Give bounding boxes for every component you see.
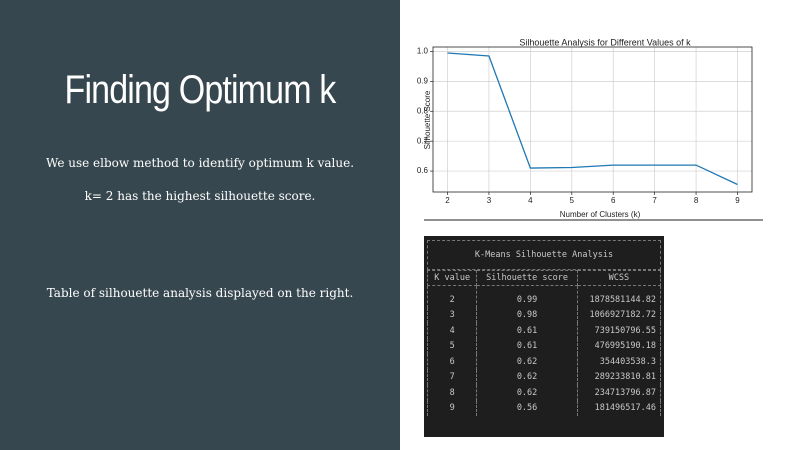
table-title: K-Means Silhouette Analysis — [427, 240, 661, 270]
x-axis-label: Number of Clusters (k) — [560, 210, 641, 219]
plot-frame — [432, 46, 753, 193]
table: K-Means Silhouette Analysis K value Silh… — [424, 236, 664, 437]
table-row: 5 0.61 476995190.18 — [426, 338, 662, 354]
x-tick-label: 8 — [694, 196, 699, 205]
y-tick-label: 0.8 — [417, 106, 429, 115]
table-cell: 7 — [426, 369, 478, 385]
table-cell: 2 — [426, 285, 478, 308]
text-line: Table of silhouette analysis displayed o… — [46, 286, 354, 300]
y-tick-label: 0.7 — [417, 136, 429, 145]
table-cell: 0.56 — [476, 400, 578, 416]
table-row: 3 0.98 1066927182.72 — [426, 307, 662, 323]
column-header: K value — [426, 270, 478, 286]
text-line: k= 2 has the highest silhouette score. — [84, 189, 316, 203]
x-tick-label: 9 — [735, 196, 740, 205]
table-row: 7 0.62 289233810.81 — [426, 369, 662, 385]
table-grid: K value Silhouette score WCSS 2 0.99 18785… — [426, 270, 662, 416]
column-header: WCSS — [576, 270, 662, 286]
table-row: 9 0.56 181496517.46 — [426, 400, 662, 416]
text-line: We use elbow method to identify optimum … — [45, 156, 355, 170]
table-cell: 0.62 — [476, 385, 578, 401]
x-tick-label: 2 — [445, 196, 450, 205]
x-tick-label: 3 — [487, 196, 492, 205]
table-row: 6 0.62 354403538.3 — [426, 354, 662, 370]
x-tick-label: 4 — [528, 196, 533, 205]
table-cell: 8 — [426, 385, 478, 401]
table-row: 4 0.61 739150796.55 — [426, 323, 662, 339]
left-panel: Finding Optimum k We use elbow method to… — [0, 0, 400, 450]
table-cell: 6 — [426, 354, 478, 370]
table-cell: 1878581144.82 — [576, 285, 662, 308]
table-cell: 181496517.46 — [576, 400, 662, 416]
table-row: 8 0.62 234713796.87 — [426, 385, 662, 401]
table-cell: 234713796.87 — [576, 385, 662, 401]
table-cell: 3 — [426, 307, 478, 323]
table-row: 2 0.99 1878581144.82 — [426, 285, 662, 308]
table-cell: 0.61 — [476, 323, 578, 339]
column-header: Silhouette score — [476, 270, 578, 286]
data-line — [447, 52, 738, 186]
table-cell: 0.98 — [476, 307, 578, 323]
chart-title: Silhouette Analysis for Different Values… — [519, 37, 691, 47]
table-cell: 289233810.81 — [576, 369, 662, 385]
chart: Silhouette Analysis for Different Values… — [417, 37, 763, 221]
table-cell: 0.62 — [476, 354, 578, 370]
table-cell: 739150796.55 — [576, 323, 662, 339]
table-cell: 4 — [426, 323, 478, 339]
table-cell: 476995190.18 — [576, 338, 662, 354]
x-tick-label: 5 — [570, 196, 575, 205]
y-tick-label: 1.0 — [417, 47, 429, 56]
table-cell: 0.62 — [476, 369, 578, 385]
table-cell: 1066927182.72 — [576, 307, 662, 323]
y-tick-label: 0.9 — [417, 76, 429, 85]
table-cell: 5 — [426, 338, 478, 354]
y-tick-label: 0.6 — [417, 166, 429, 175]
x-tick-label: 7 — [652, 196, 657, 205]
y-axis-label: Silhouette Score — [423, 90, 432, 149]
table-cell: 354403538.3 — [576, 354, 662, 370]
table-cell: 0.61 — [476, 338, 578, 354]
slide-title: Finding Optimum k — [64, 68, 337, 112]
table-cell: 9 — [426, 400, 478, 416]
table-cell: 0.99 — [476, 285, 578, 308]
x-tick-label: 6 — [611, 196, 616, 205]
